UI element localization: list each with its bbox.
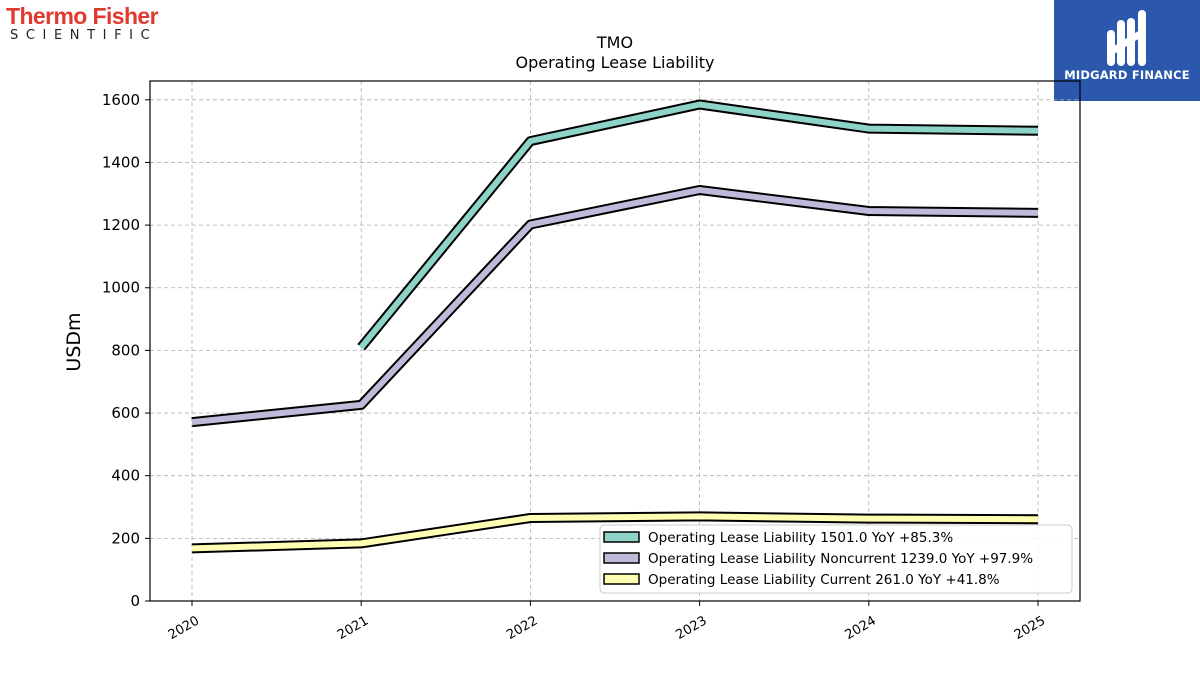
y-axis-label: USDm bbox=[63, 312, 85, 371]
logo-wordmark: Thermo Fisher bbox=[6, 3, 159, 29]
x-tick-label: 2024 bbox=[843, 613, 879, 643]
midgard-emblem-icon bbox=[1107, 10, 1146, 66]
chart-subtitle: Operating Lease Liability bbox=[515, 53, 714, 72]
legend-swatch bbox=[603, 573, 640, 585]
x-tick-label: 2025 bbox=[1012, 613, 1048, 643]
series-1 bbox=[357, 99, 1039, 351]
y-tick-label: 1600 bbox=[102, 91, 140, 109]
y-tick-label: 1000 bbox=[102, 279, 140, 297]
y-tick-label: 400 bbox=[111, 467, 140, 485]
y-tick-label: 1200 bbox=[102, 216, 140, 234]
legend-label: Operating Lease Liability Noncurrent 123… bbox=[648, 551, 1033, 567]
y-tick-label: 1400 bbox=[102, 153, 140, 171]
plot-frame bbox=[149, 80, 1081, 602]
series-3 bbox=[191, 511, 1039, 554]
y-tick-label: 0 bbox=[130, 592, 140, 610]
thermo-fisher-logo: Thermo Fisher SCIENTIFIC bbox=[6, 4, 176, 46]
x-tick-label: 2021 bbox=[335, 613, 371, 643]
x-tick-label: 2023 bbox=[673, 613, 709, 643]
legend-swatch bbox=[603, 552, 640, 564]
x-tick-label: 2020 bbox=[166, 613, 202, 643]
x-tick-label: 2022 bbox=[504, 613, 540, 643]
midgard-finance-logo: MIDGARD FINANCE bbox=[1054, 0, 1200, 101]
legend: Operating Lease Liability 1501.0 YoY +85… bbox=[599, 524, 1073, 594]
legend-label: Operating Lease Liability Current 261.0 … bbox=[648, 572, 1000, 588]
series-layer bbox=[191, 99, 1039, 554]
y-tick-label: 800 bbox=[111, 341, 140, 359]
publisher-name: MIDGARD FINANCE bbox=[1064, 68, 1190, 82]
legend-swatch bbox=[603, 531, 640, 543]
series-2 bbox=[191, 185, 1039, 428]
series-line bbox=[358, 101, 1039, 350]
y-tick-label: 200 bbox=[111, 529, 140, 547]
logo-subline: SCIENTIFIC bbox=[10, 28, 158, 43]
chart-title: TMO bbox=[596, 33, 633, 52]
legend-label: Operating Lease Liability 1501.0 YoY +85… bbox=[648, 530, 953, 546]
series-line bbox=[191, 187, 1039, 426]
series-line bbox=[191, 513, 1039, 552]
y-tick-label: 600 bbox=[111, 404, 140, 422]
